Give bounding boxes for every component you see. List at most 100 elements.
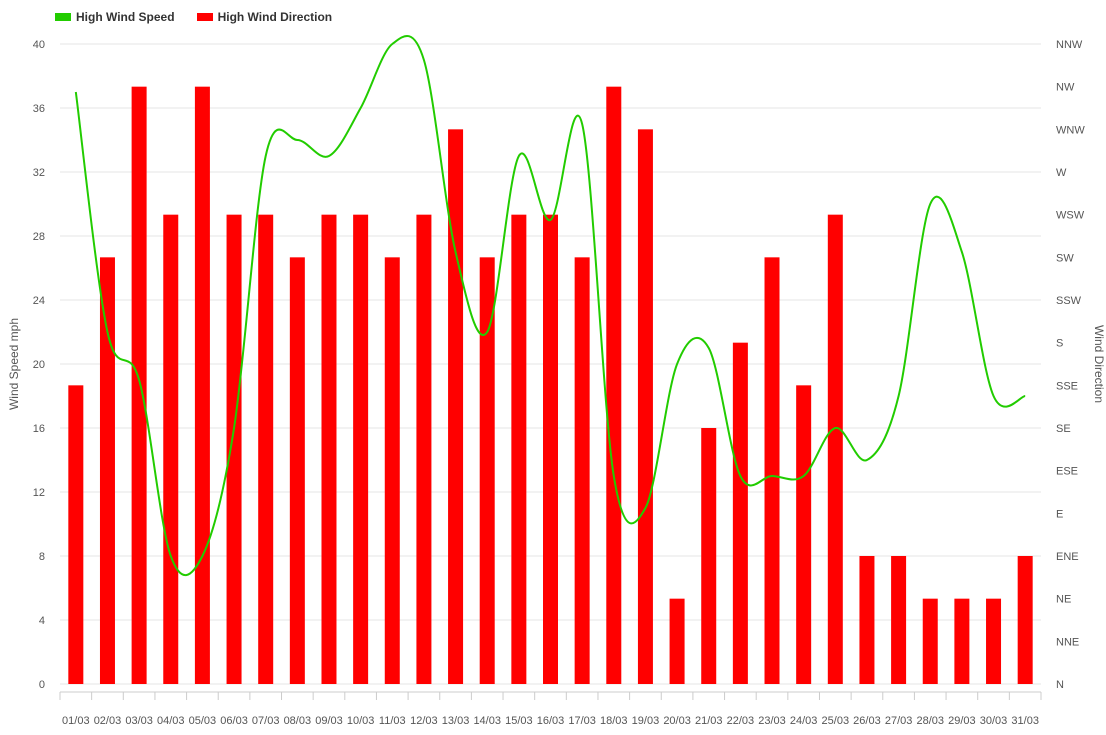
line-series [74,34,1026,577]
x-tick-label: 01/03 [62,715,90,727]
x-tick-label: 31/03 [1011,715,1039,727]
y-tick-label-right: SE [1056,423,1071,435]
y-tick-label-right: WNW [1056,124,1085,136]
y-tick-label-right: NNE [1056,636,1079,648]
x-tick-label: 28/03 [916,715,944,727]
x-tick-label: 27/03 [885,715,913,727]
wind-speed-line [74,34,1026,577]
x-tick-label: 17/03 [568,715,596,727]
y-tick-label-right: ESE [1056,466,1078,478]
bar [986,598,1002,684]
y-tick-label-right: SSW [1056,295,1082,307]
bar [258,214,274,684]
x-tick-label: 25/03 [822,715,850,727]
x-tick-label: 20/03 [663,715,691,727]
bar [511,214,527,684]
y-tick-label-left: 24 [33,295,45,307]
y-tick-label-left: 16 [33,423,45,435]
x-tick-label: 02/03 [94,715,122,727]
x-tick-label: 29/03 [948,715,976,727]
x-tick-label: 30/03 [980,715,1008,727]
legend-swatch-wind-direction [196,13,213,21]
bar [194,86,210,684]
x-tick-label: 18/03 [600,715,628,727]
bar [606,86,622,684]
bar [479,257,495,684]
x-tick-label: 06/03 [220,715,248,727]
bar [543,214,558,684]
legend-swatch-wind-speed [55,13,71,21]
y-tick-label-right: NNW [1056,39,1083,51]
legend-label-wind-speed: High Wind Speed [76,10,175,24]
bar [637,129,653,685]
bar [891,556,907,684]
y-tick-label-right: W [1056,167,1067,179]
x-tick-label: 07/03 [252,715,280,727]
bar [163,214,179,684]
legend-label-wind-direction: High Wind Direction [217,10,333,24]
x-tick-label: 19/03 [632,715,660,727]
y-tick-label-left: 40 [33,39,45,51]
bar [353,214,369,684]
x-tick-label: 08/03 [284,715,312,727]
y-tick-label-right: NE [1056,594,1071,606]
x-tick-label: 13/03 [442,715,470,727]
x-tick-label: 15/03 [505,715,533,727]
y-tick-label-right: S [1056,338,1063,350]
bar [131,86,147,684]
bar [796,385,812,684]
y-tick-label-right: SSE [1056,380,1078,392]
axes: 0 4 8 12 16 20 24 28 32 36 40 N NNE NE ENE E ESE SE SSE S SS… [33,39,1086,727]
bar [384,257,400,684]
y-tick-label-left: 36 [33,103,45,115]
x-tick-label: 11/03 [379,715,406,727]
bar [827,214,843,684]
x-tick-label: 23/03 [758,715,786,727]
y-tick-label-right: SW [1056,252,1074,264]
x-tick-label: 16/03 [537,715,565,727]
bar [321,214,337,684]
y-tick-label-right: ENE [1056,551,1079,563]
legend-item-wind-direction[interactable]: High Wind Direction [196,10,333,24]
x-tick-label: 12/03 [410,715,438,727]
bar [954,598,970,684]
y-tick-label-right: WSW [1056,210,1085,222]
bar [416,214,432,684]
bar [669,598,685,684]
y-tick-label-left: 8 [39,551,45,563]
x-tick-label: 14/03 [473,715,501,727]
bar [764,257,780,684]
bar [574,257,590,684]
x-tick-label: 05/03 [189,715,217,727]
y-tick-label-left: 20 [33,359,45,371]
bar [68,385,84,684]
y-tick-label-right: NW [1056,82,1075,94]
bar [732,342,748,684]
x-tick-label: 04/03 [157,715,185,727]
y-tick-label-right: N [1056,679,1064,691]
legend: High Wind Speed High Wind Direction [55,10,332,24]
bar [289,257,305,684]
y-tick-label-left: 32 [33,167,45,179]
bar [448,129,464,685]
y-tick-label-left: 0 [39,679,45,691]
bar-series [68,86,1033,685]
x-tick-label: 26/03 [853,715,881,727]
bar [1017,556,1033,684]
x-tick-label: 09/03 [315,715,343,727]
bar [99,257,115,684]
x-tick-label: 22/03 [727,715,755,727]
x-tick-label: 03/03 [125,715,153,727]
bar [922,598,938,684]
x-tick-label: 24/03 [790,715,818,727]
y-tick-label-right: E [1056,508,1063,520]
y-axis-title-right: Wind Direction [1092,325,1106,403]
bar [859,556,875,684]
bar [226,214,242,684]
y-tick-label-left: 4 [39,615,45,627]
bar [701,428,717,684]
x-tick-label: 10/03 [347,715,375,727]
legend-item-wind-speed[interactable]: High Wind Speed [55,10,175,24]
